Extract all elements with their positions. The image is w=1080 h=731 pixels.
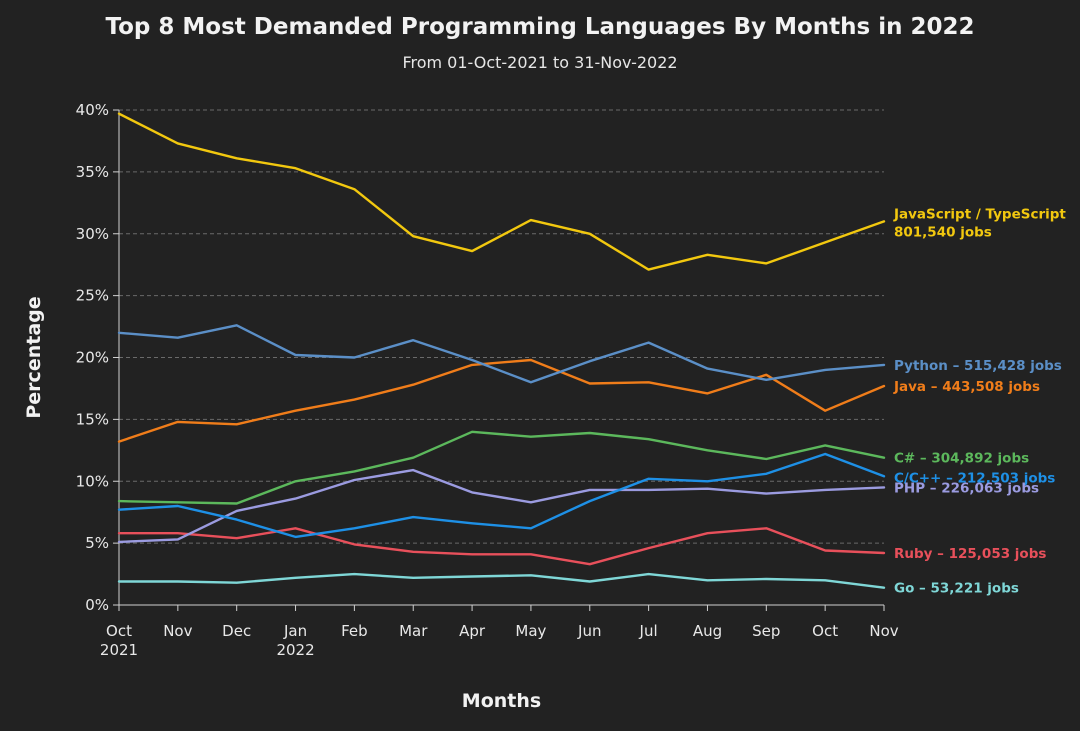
series-end-label: Go – 53,221 jobs — [894, 581, 1019, 597]
series-line-c — [117, 430, 886, 505]
x-tick-label: Nov — [869, 622, 898, 640]
y-tick-label: 40% — [76, 101, 109, 119]
y-tick-label: 30% — [76, 225, 109, 243]
series-end-labels: JavaScript / TypeScript 801,540 jobs Pytho… — [893, 206, 1066, 596]
x-tick-label: Oct — [812, 622, 838, 640]
x-tick-label: Jan — [283, 622, 307, 640]
x-tick-label: May — [515, 622, 546, 640]
series-end-label: C# – 304,892 jobs — [894, 451, 1029, 467]
x-tick-label: Sep — [752, 622, 780, 640]
series-end-label: 801,540 jobs — [894, 224, 992, 240]
y-tick-label: 25% — [76, 287, 109, 305]
x-tick-label: Feb — [341, 622, 368, 640]
x-tick-label: Nov — [163, 622, 192, 640]
y-tick-label: 0% — [85, 596, 109, 614]
y-tick-label: 15% — [76, 410, 109, 428]
series-end-label: C/C++ – 212,503 jobs — [894, 470, 1055, 486]
series-line-ruby — [117, 527, 886, 566]
series-line-go — [117, 572, 886, 589]
y-tick-label: 20% — [76, 349, 109, 367]
y-tick-label: 5% — [85, 534, 109, 552]
x-tick-label: Dec — [222, 622, 251, 640]
gridlines — [119, 109, 884, 544]
x-tick-label: Aug — [693, 622, 722, 640]
series-lines — [117, 112, 886, 589]
x-tick-label: Apr — [459, 622, 486, 640]
x-tick-label: Jul — [639, 622, 658, 640]
series-end-label: Python – 515,428 jobs — [894, 358, 1062, 374]
series-end-label: PHP – 226,063 jobs — [894, 480, 1039, 496]
chart-subtitle: From 01-Oct-2021 to 31-Nov-2022 — [402, 53, 678, 72]
series-end-label: JavaScript / TypeScript — [893, 206, 1066, 222]
y-axis-title: Percentage — [23, 296, 45, 418]
y-tick-label: 35% — [76, 163, 109, 181]
series-line-c-c — [117, 452, 886, 539]
series-end-label: Java – 443,508 jobs — [893, 379, 1040, 395]
x-tick-label: Jun — [577, 622, 601, 640]
x-tick-sublabel: 2021 — [100, 641, 138, 659]
series-line-php — [117, 468, 886, 544]
series-line-python — [117, 324, 886, 384]
series-line-javascript-typescript — [117, 112, 886, 271]
chart-title: Top 8 Most Demanded Programming Language… — [105, 14, 975, 40]
x-axis-title: Months — [462, 690, 541, 712]
x-tick-sublabel: 2022 — [276, 641, 314, 659]
series-end-label: Ruby – 125,053 jobs — [894, 546, 1046, 562]
y-tick-label: 10% — [76, 472, 109, 490]
x-tick-label: Mar — [399, 622, 428, 640]
x-tick-label: Oct — [106, 622, 132, 640]
